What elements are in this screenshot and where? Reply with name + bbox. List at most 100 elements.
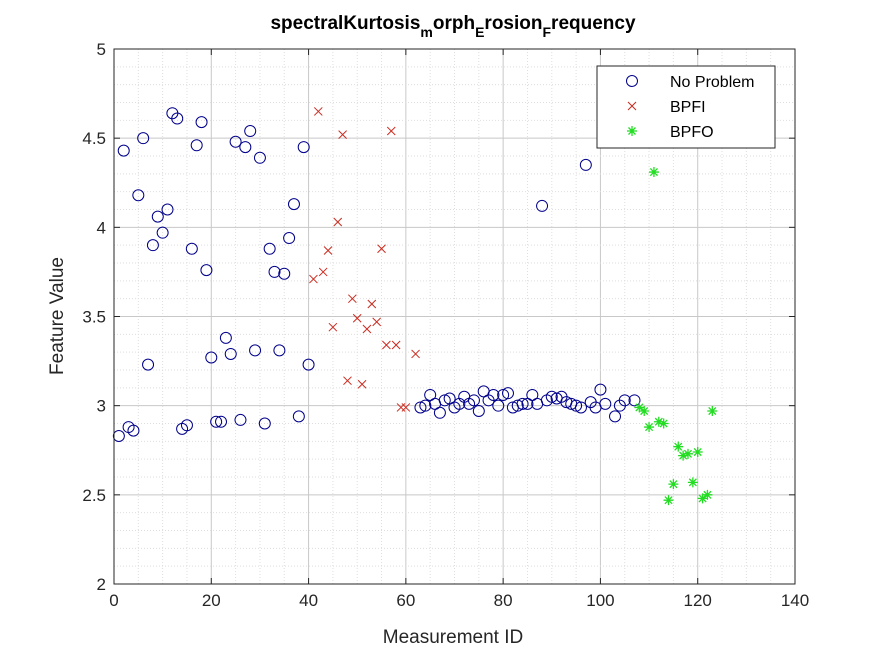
point-no-problem bbox=[190, 139, 203, 152]
point-no-problem bbox=[112, 429, 125, 442]
point-bpfi bbox=[391, 340, 401, 350]
point-bpfi bbox=[372, 317, 382, 327]
x-tick-label: 100 bbox=[586, 591, 614, 610]
y-tick-label: 3 bbox=[97, 397, 106, 416]
x-tick-label: 120 bbox=[684, 591, 712, 610]
legend-label-no-problem: No Problem bbox=[670, 74, 754, 91]
point-no-problem bbox=[244, 125, 257, 138]
point-no-problem bbox=[273, 344, 286, 357]
point-no-problem bbox=[253, 151, 266, 164]
point-no-problem bbox=[628, 394, 641, 407]
point-no-problem bbox=[180, 419, 193, 432]
point-bpfi bbox=[309, 274, 318, 284]
point-bpfo bbox=[707, 406, 718, 417]
point-bpfo bbox=[678, 450, 689, 461]
point-no-problem bbox=[502, 387, 515, 400]
legend-marker-bpfo bbox=[627, 126, 637, 136]
point-bpfo bbox=[673, 441, 684, 452]
point-no-problem bbox=[146, 239, 159, 252]
point-bpfo bbox=[644, 422, 655, 433]
point-no-problem bbox=[263, 242, 276, 255]
x-tick-label: 60 bbox=[396, 591, 415, 610]
legend-label-bpfo: BPFO bbox=[670, 124, 714, 141]
point-no-problem bbox=[200, 264, 213, 277]
data-points bbox=[112, 107, 718, 506]
point-bpfo bbox=[687, 477, 698, 488]
grid bbox=[114, 49, 795, 584]
y-tick-label: 5 bbox=[97, 40, 106, 59]
point-no-problem bbox=[574, 401, 587, 414]
point-no-problem bbox=[287, 198, 300, 211]
point-bpfo bbox=[668, 479, 679, 490]
y-tick-label: 4 bbox=[97, 218, 106, 237]
plot-frame bbox=[113, 48, 796, 585]
legend-label-bpfi: BPFI bbox=[670, 99, 706, 116]
point-no-problem bbox=[219, 331, 232, 344]
point-no-problem bbox=[516, 397, 529, 410]
point-bpfo bbox=[658, 418, 669, 429]
point-bpfo bbox=[634, 402, 645, 413]
legend-marker-bpfi bbox=[627, 101, 637, 111]
point-bpfi bbox=[411, 349, 420, 359]
point-no-problem bbox=[137, 132, 150, 145]
point-bpfo bbox=[702, 489, 713, 500]
y-tick-label: 3.5 bbox=[82, 308, 106, 327]
y-tick-label: 4.5 bbox=[82, 129, 106, 148]
point-bpfi bbox=[347, 294, 357, 304]
y-axis-label: Feature Value bbox=[47, 257, 68, 375]
point-no-problem bbox=[132, 189, 145, 202]
point-no-problem bbox=[239, 141, 252, 154]
x-tick-label: 0 bbox=[109, 591, 118, 610]
point-no-problem bbox=[127, 424, 140, 437]
point-bpfi bbox=[382, 340, 391, 350]
point-no-problem bbox=[283, 232, 296, 245]
legend-marker-no-problem bbox=[626, 75, 638, 87]
point-no-problem bbox=[433, 406, 446, 419]
point-no-problem bbox=[472, 405, 485, 418]
point-no-problem bbox=[579, 158, 592, 171]
point-bpfi bbox=[377, 244, 386, 254]
point-bpfo bbox=[663, 495, 674, 506]
point-no-problem bbox=[511, 399, 524, 412]
point-no-problem bbox=[467, 394, 480, 407]
x-tick-label: 40 bbox=[299, 591, 318, 610]
point-no-problem bbox=[215, 415, 228, 428]
point-no-problem bbox=[268, 265, 281, 278]
point-no-problem bbox=[570, 399, 583, 412]
point-no-problem bbox=[609, 410, 622, 423]
point-no-problem bbox=[185, 242, 198, 255]
point-no-problem bbox=[414, 401, 427, 414]
y-tick-label: 2 bbox=[97, 575, 106, 594]
point-bpfo bbox=[648, 167, 659, 178]
point-no-problem bbox=[438, 394, 451, 407]
point-no-problem bbox=[487, 388, 500, 401]
point-no-problem bbox=[234, 413, 247, 426]
point-no-problem bbox=[302, 358, 315, 371]
point-no-problem bbox=[142, 358, 155, 371]
point-no-problem bbox=[599, 397, 612, 410]
point-bpfi bbox=[357, 379, 367, 389]
point-no-problem bbox=[292, 410, 305, 423]
point-no-problem bbox=[545, 390, 558, 403]
point-no-problem bbox=[497, 388, 510, 401]
point-bpfi bbox=[386, 126, 396, 136]
chart-title: spectralKurtosismorphErosionFrequency bbox=[270, 13, 636, 40]
point-no-problem bbox=[205, 351, 218, 364]
point-no-problem bbox=[210, 415, 223, 428]
point-no-problem bbox=[229, 135, 242, 148]
point-bpfi bbox=[401, 403, 411, 412]
point-bpfo bbox=[682, 448, 693, 459]
point-bpfi bbox=[318, 267, 328, 277]
point-no-problem bbox=[249, 344, 262, 357]
point-bpfi bbox=[323, 246, 333, 255]
point-bpfi bbox=[313, 107, 323, 116]
point-no-problem bbox=[594, 383, 607, 396]
point-bpfi bbox=[352, 313, 362, 323]
point-no-problem bbox=[151, 210, 164, 223]
point-bpfi bbox=[362, 324, 372, 334]
point-no-problem bbox=[161, 203, 174, 216]
point-bpfo bbox=[653, 416, 664, 427]
x-axis-label: Measurement ID bbox=[383, 627, 523, 648]
point-bpfo bbox=[692, 447, 703, 458]
